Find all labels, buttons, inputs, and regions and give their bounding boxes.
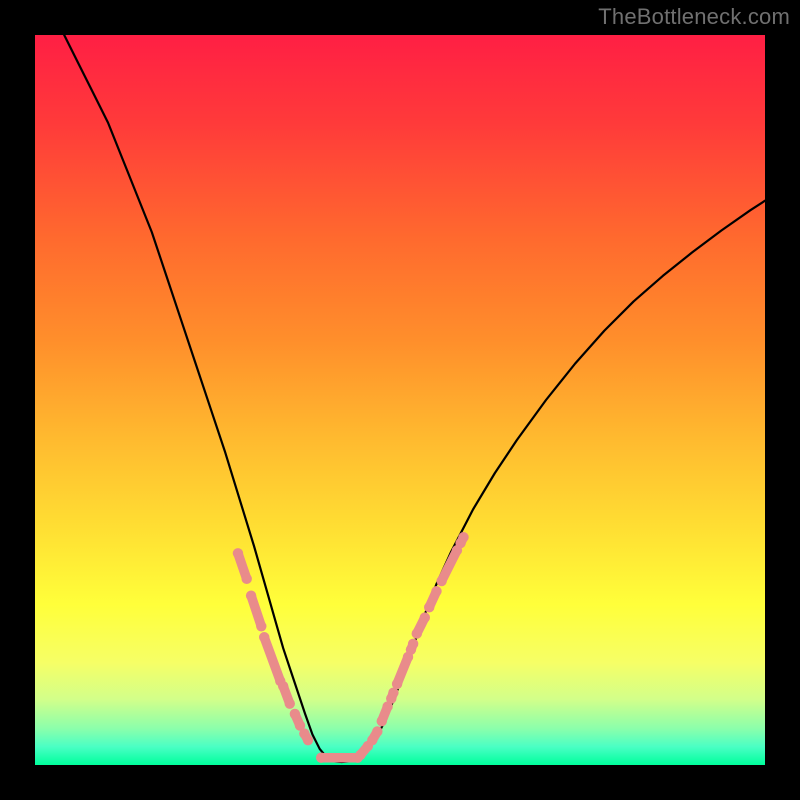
marker-cap	[408, 639, 418, 649]
marker-cap	[377, 716, 387, 726]
marker-cap	[246, 590, 256, 600]
marker-cap	[458, 532, 468, 542]
marker-cap	[420, 612, 430, 622]
marker-cap	[367, 735, 377, 745]
marker-cap	[290, 709, 300, 719]
marker-cap	[372, 726, 382, 736]
marker-cap	[259, 632, 269, 642]
chart-root: TheBottleneck.com	[0, 0, 800, 800]
marker-cap	[412, 628, 422, 638]
marker-cap	[242, 574, 252, 584]
marker-cap	[431, 586, 441, 596]
plot-background	[35, 35, 765, 765]
marker-cap	[285, 698, 295, 708]
marker-cap	[392, 679, 402, 689]
marker-cap	[278, 681, 288, 691]
marker-cap	[355, 750, 365, 760]
marker-cap	[316, 753, 326, 763]
marker-cap	[256, 621, 266, 631]
marker-cap	[436, 576, 446, 586]
marker-cap	[233, 548, 243, 558]
chart-svg	[0, 0, 800, 800]
marker-cap	[303, 735, 313, 745]
marker-cap	[424, 602, 434, 612]
watermark-text: TheBottleneck.com	[598, 4, 790, 30]
